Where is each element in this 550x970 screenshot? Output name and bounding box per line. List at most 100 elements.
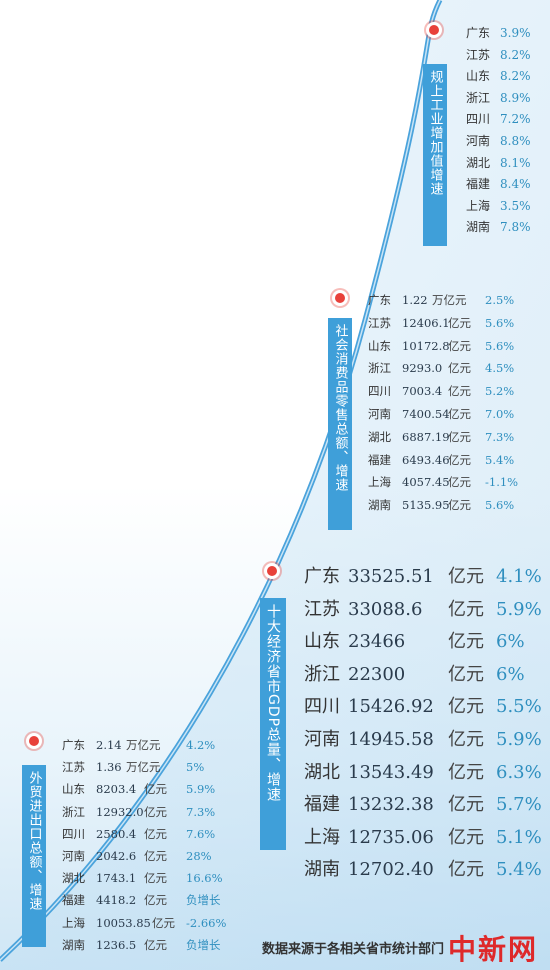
province: 河南 [304, 728, 340, 750]
value: 14945.58 [348, 728, 434, 750]
unit: 亿元 [448, 663, 484, 685]
value: 1.36 [96, 760, 122, 775]
value: 33088.6 [348, 598, 423, 620]
list-item: 上海 3.5% [466, 197, 531, 219]
province: 福建 [304, 794, 340, 816]
rate: 8.4% [500, 177, 531, 192]
rate: 3.5% [500, 198, 531, 213]
marker-dot [335, 293, 345, 303]
value: 5135.95 [402, 498, 450, 513]
unit: 亿元 [448, 361, 471, 376]
rate: 5.9% [496, 728, 542, 750]
unit: 亿元 [144, 782, 167, 797]
rate: 4.1% [496, 566, 542, 587]
unit: 亿元 [144, 804, 167, 819]
value: 2042.6 [96, 848, 137, 863]
list-item: 浙江 8.9% [466, 89, 531, 111]
unit: 亿元 [144, 937, 167, 952]
unit: 亿元 [448, 498, 471, 513]
unit: 亿元 [152, 915, 175, 930]
list-item: 河南 2042.6 亿元 28% [62, 848, 226, 870]
province: 四川 [62, 826, 85, 841]
list-item: 四川 15426.92 亿元 5.5% [304, 692, 542, 725]
province: 福建 [368, 452, 391, 467]
value: 12932.0 [96, 804, 144, 819]
province: 广东 [304, 566, 340, 587]
rate: 5.6% [485, 315, 515, 330]
list-item: 广东 33525.51 亿元 4.1% [304, 562, 542, 595]
unit: 亿元 [448, 338, 471, 353]
rate: 5.9% [496, 598, 542, 620]
unit: 亿元 [448, 566, 484, 587]
unit: 亿元 [144, 826, 167, 841]
value: 4418.2 [96, 893, 137, 908]
rate: 5.9% [186, 782, 216, 797]
list-item: 广东 3.9% [466, 24, 531, 46]
industry-label: 规上工业增加值增速 [423, 64, 447, 246]
unit: 亿元 [448, 728, 484, 750]
marker-dot [267, 566, 277, 576]
province: 四川 [368, 384, 391, 399]
list-item: 广东 1.22 万亿元 2.5% [368, 292, 518, 315]
retail-label: 社会消费品零售总额、增速 [328, 318, 352, 530]
value: 7003.4 [402, 384, 443, 399]
province: 山东 [466, 69, 491, 84]
rate: -1.1% [485, 475, 519, 490]
province: 浙江 [368, 361, 391, 376]
province: 河南 [466, 133, 491, 148]
value: 13232.38 [348, 794, 434, 816]
list-item: 江苏 1.36 万亿元 5% [62, 759, 226, 781]
list-item: 湖南 7.8% [466, 218, 531, 240]
unit: 亿元 [448, 794, 484, 816]
value: 15426.92 [348, 696, 434, 718]
province: 河南 [62, 848, 85, 863]
list-item: 浙江 9293.0 亿元 4.5% [368, 360, 518, 383]
province: 福建 [62, 893, 85, 908]
rate: 5.7% [496, 794, 542, 816]
gdp-list: 广东 33525.51 亿元 4.1% 江苏 33088.6 亿元 5.9% 山东 23466… [304, 562, 542, 888]
rate: 5.6% [485, 498, 515, 513]
list-item: 浙江 22300 亿元 6% [304, 660, 542, 693]
value: 7400.54 [402, 406, 450, 421]
rate: 6.3% [496, 761, 542, 783]
rate: 负增长 [186, 937, 221, 952]
rate: 2.5% [485, 293, 515, 307]
value: 1236.5 [96, 937, 137, 952]
value: 2580.4 [96, 826, 137, 841]
province: 上海 [466, 198, 491, 213]
value: 23466 [348, 631, 406, 653]
value: 12702.40 [348, 859, 434, 881]
rate: 7.2% [500, 112, 531, 127]
rate: 5.4% [496, 859, 542, 881]
unit: 亿元 [448, 826, 484, 848]
province: 上海 [62, 915, 85, 930]
trade-list: 广东 2.14 万亿元 4.2% 江苏 1.36 万亿元 5% 山东 8203.4 亿元 5.9%… [62, 737, 226, 959]
value: 1.22 [402, 293, 428, 307]
value: 9293.0 [402, 361, 443, 376]
list-item: 湖南 12702.40 亿元 5.4% [304, 855, 542, 888]
rate: 5.5% [496, 696, 542, 718]
province: 湖南 [466, 220, 491, 235]
province: 湖南 [62, 937, 85, 952]
province: 湖北 [304, 761, 340, 783]
value: 2.14 [96, 738, 122, 752]
value: 8203.4 [96, 782, 137, 797]
list-item: 上海 4057.45 亿元 -1.1% [368, 474, 518, 497]
rate: 负增长 [186, 893, 221, 908]
province: 四川 [466, 112, 491, 127]
logo: 中新网 [448, 933, 539, 966]
province: 江苏 [304, 598, 340, 620]
trade-label: 外贸进出口总额、增速 [22, 765, 46, 947]
unit: 亿元 [448, 315, 471, 330]
unit: 万亿元 [126, 738, 161, 752]
list-item: 福建 6493.46 亿元 5.4% [368, 452, 518, 475]
unit: 亿元 [448, 696, 484, 718]
province: 上海 [304, 826, 340, 848]
list-item: 湖北 8.1% [466, 154, 531, 176]
province: 江苏 [466, 47, 491, 62]
province: 山东 [368, 338, 391, 353]
unit: 亿元 [144, 871, 167, 886]
unit: 亿元 [448, 859, 484, 881]
unit: 亿元 [144, 893, 167, 908]
unit: 亿元 [144, 848, 167, 863]
